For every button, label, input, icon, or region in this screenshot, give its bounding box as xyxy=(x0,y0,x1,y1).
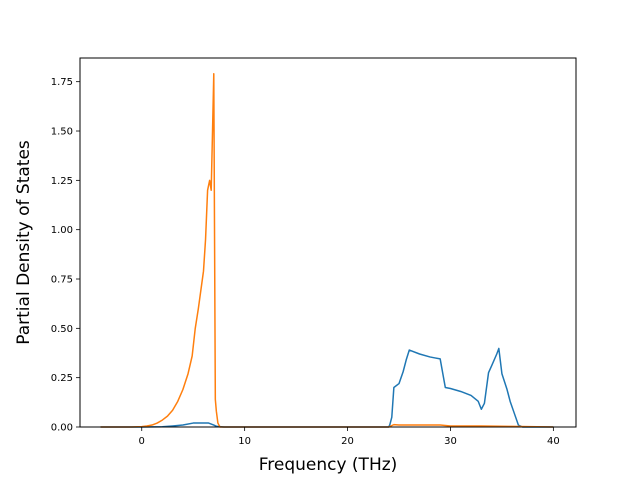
series-layer xyxy=(100,73,554,428)
y-tick-label: 1.75 xyxy=(51,77,73,88)
y-tick-label: 1.25 xyxy=(51,176,73,187)
plot-area: 0 10 20 30 40 0.00 0.25 0.50 0.75 1.00 1.25 1.50 1.… xyxy=(51,57,577,447)
y-tick-label: 1.00 xyxy=(51,225,73,236)
series-line-1 xyxy=(100,347,554,428)
y-tick-label: 1.50 xyxy=(51,127,73,138)
x-tick-label: 0 xyxy=(139,436,145,447)
y-tick-label: 0.50 xyxy=(51,324,73,335)
x-tick-label: 40 xyxy=(547,436,560,447)
series-line-2 xyxy=(100,73,554,428)
x-axis-label: Frequency (THz) xyxy=(259,455,398,475)
y-axis-label: Partial Density of States xyxy=(14,140,34,345)
x-tick-label: 10 xyxy=(238,436,251,447)
x-tick-label: 30 xyxy=(444,436,457,447)
y-tick-label: 0.75 xyxy=(51,275,73,286)
x-axis: 0 10 20 30 40 xyxy=(139,427,560,447)
y-tick-label: 0.00 xyxy=(51,423,73,434)
y-axis: 0.00 0.25 0.50 0.75 1.00 1.25 1.50 1.75 xyxy=(51,77,80,434)
x-tick-label: 20 xyxy=(341,436,354,447)
axes-frame xyxy=(79,57,577,428)
y-tick-label: 0.25 xyxy=(51,373,73,384)
